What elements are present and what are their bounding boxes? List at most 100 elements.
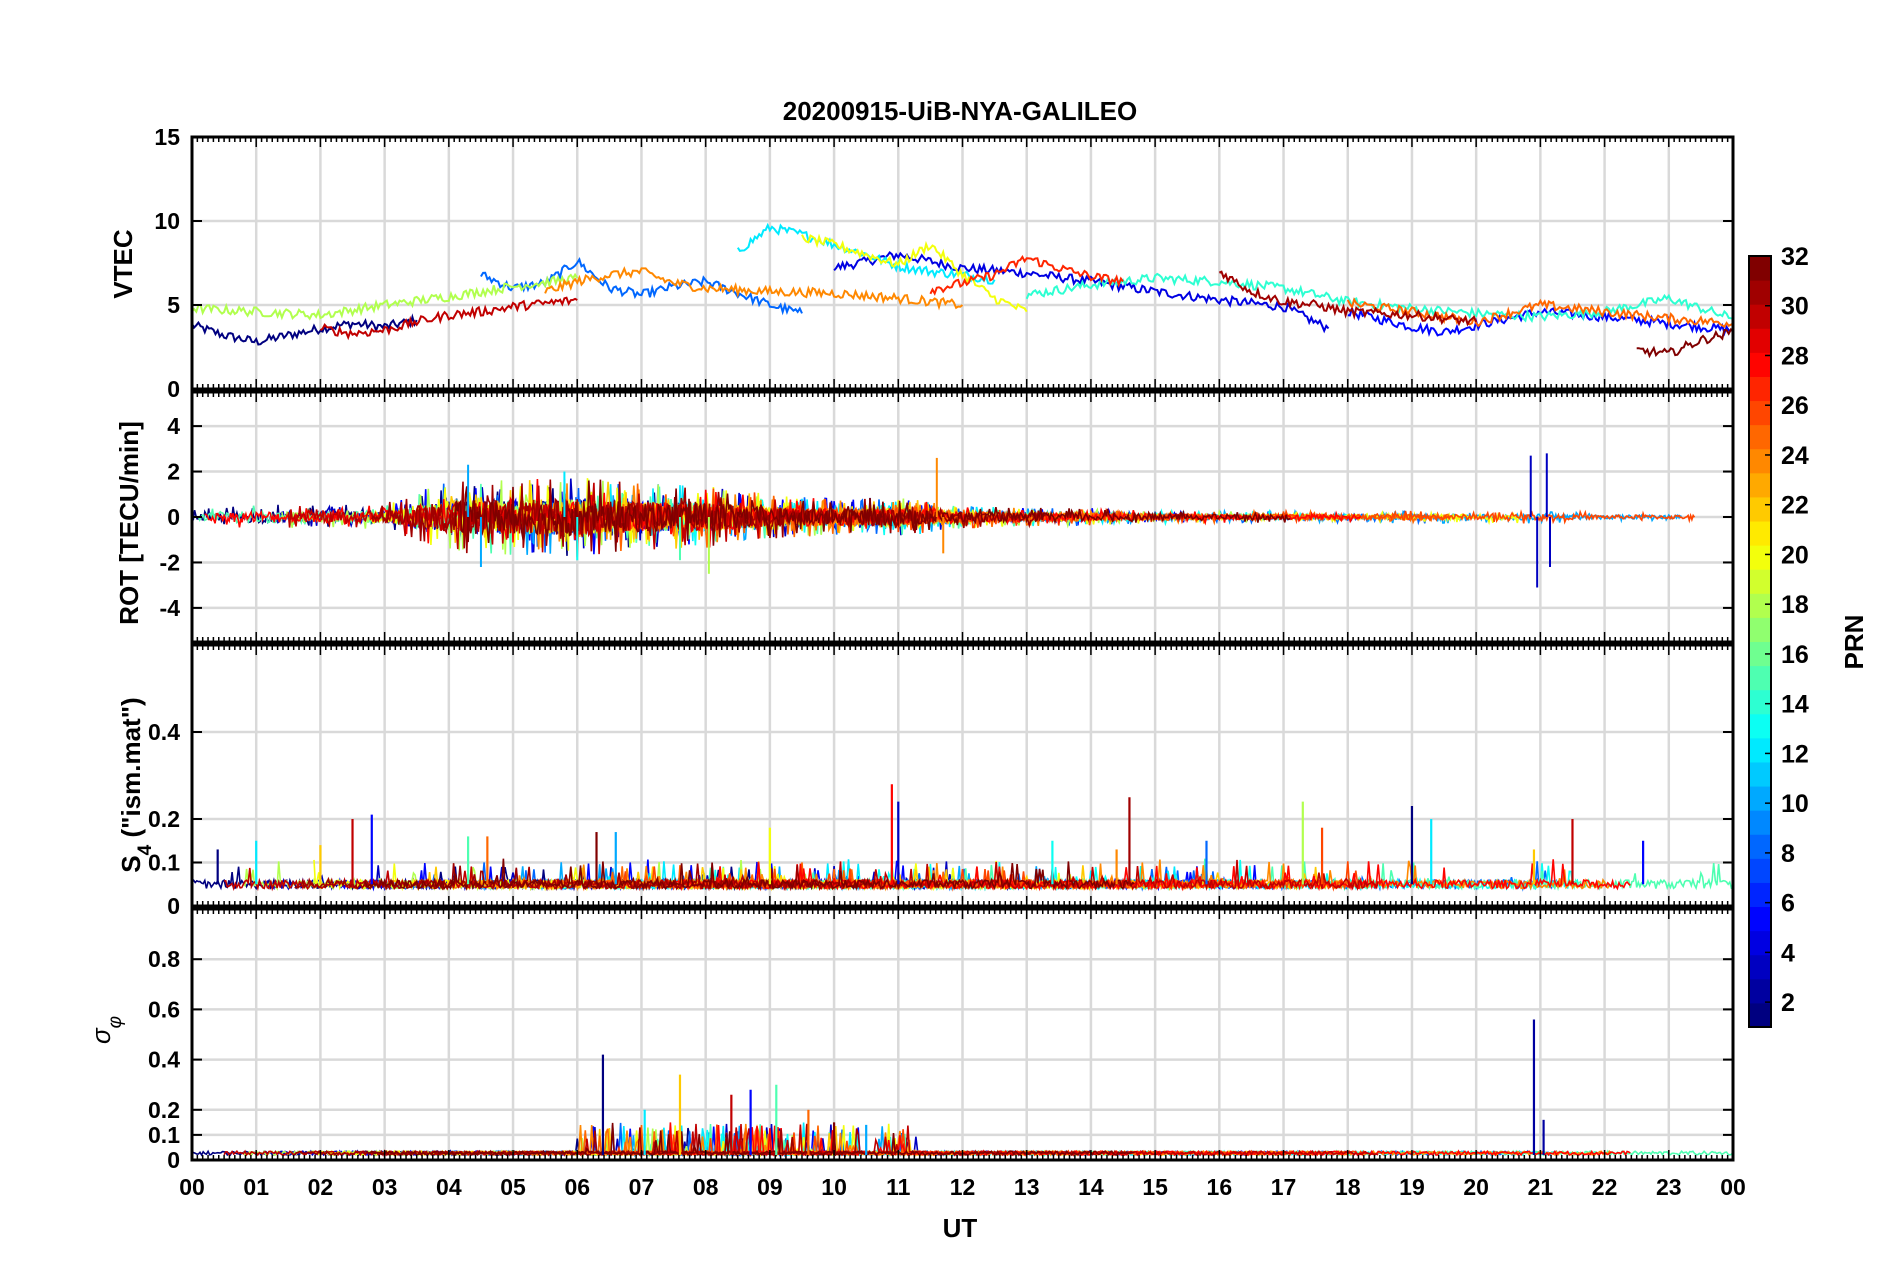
x-tick-label: 04	[436, 1174, 462, 1200]
y-tick-label: 4	[167, 413, 180, 439]
colorbar-tick-label: 20	[1781, 541, 1809, 569]
colorbar-swatch	[1749, 376, 1771, 402]
s4-ticks	[191, 645, 1734, 907]
x-tick-label: 05	[500, 1174, 526, 1200]
x-tick-label: 02	[308, 1174, 334, 1200]
y-tick-label: 0	[167, 1147, 180, 1173]
x-tick-label: 16	[1207, 1174, 1233, 1200]
sigma-phi-panel: 00.10.2 0.4 0.6 0.8 00 01 02 03 04 05 06 07 08 09 10 11…	[148, 907, 1746, 1200]
x-tick-label: 00	[1720, 1174, 1746, 1200]
x-tick-label: 03	[372, 1174, 398, 1200]
y-tick-label: 15	[154, 124, 180, 150]
colorbar-swatch	[1749, 906, 1771, 932]
colorbar-swatch	[1749, 810, 1771, 835]
colorbar-swatch	[1749, 352, 1771, 377]
x-tick-label: 00	[179, 1174, 205, 1200]
y-tick-label: 0.2	[148, 1097, 180, 1123]
colorbar-frame	[1748, 255, 1772, 1028]
colorbar-swatch	[1749, 737, 1771, 763]
x-tick-label: 07	[629, 1174, 655, 1200]
y-tick-label: 2	[167, 459, 180, 485]
s4-panel: 0 0.1 0.2 0.4	[148, 643, 1735, 919]
y-axis-label-vtec: VTEC	[108, 229, 138, 299]
vtec-series-prn-27	[929, 254, 1124, 296]
x-tick-label: 10	[821, 1174, 847, 1200]
x-tick-label: 17	[1271, 1174, 1297, 1200]
colorbar-swatch	[1749, 569, 1771, 594]
colorbar-swatch	[1749, 1002, 1771, 1028]
vtec-series-prn-32	[1636, 327, 1733, 359]
y-tick-label: 0.1	[148, 850, 180, 876]
colorbar-tick-label: 4	[1781, 939, 1795, 967]
colorbar-swatch	[1749, 786, 1771, 811]
colorbar-swatch	[1749, 834, 1771, 859]
colorbar-swatch	[1749, 978, 1771, 1004]
colorbar-tick-label: 8	[1781, 840, 1795, 868]
colorbar-tick-label: 12	[1781, 740, 1809, 768]
x-axis-label: UT	[943, 1213, 978, 1243]
y-tick-label: -2	[160, 549, 180, 575]
y-tick-label: -4	[160, 595, 181, 621]
colorbar-swatch	[1749, 280, 1771, 305]
colorbar-tick-label: 24	[1781, 442, 1809, 470]
sigma-phi-ticks	[191, 909, 1734, 1161]
vtec-series-prn-18	[192, 272, 579, 321]
colorbar-tick-label: 14	[1781, 691, 1809, 719]
colorbar-swatch	[1749, 304, 1771, 329]
colorbar-swatch	[1749, 472, 1771, 498]
y-tick-label: 5	[167, 292, 180, 318]
colorbar-tick-label: 28	[1781, 342, 1809, 370]
rot-series-prn-32	[454, 479, 1291, 552]
s4-series-prn-32	[364, 858, 1135, 892]
colorbar-swatch	[1749, 545, 1771, 570]
colorbar-swatch	[1749, 761, 1771, 787]
colorbar-swatch	[1749, 496, 1771, 522]
colorbar-swatch	[1749, 689, 1771, 715]
colorbar-swatch	[1749, 954, 1771, 980]
vtec-plot-area	[192, 222, 1733, 359]
x-tick-label: 14	[1078, 1174, 1104, 1200]
x-tick-label: 13	[1014, 1174, 1040, 1200]
colorbar-swatch	[1749, 665, 1771, 691]
colorbar-swatch	[1749, 424, 1771, 450]
vtec-ticks	[191, 136, 1734, 390]
vtec-series-prn-8	[480, 257, 803, 316]
colorbar-tick-label: 18	[1781, 591, 1809, 619]
colorbar-tick-label: 10	[1781, 790, 1809, 818]
colorbar-tick-label: 2	[1781, 989, 1795, 1017]
y-tick-label: 0.2	[148, 806, 180, 832]
colorbar-swatch	[1749, 641, 1771, 667]
sigma-phi-plot-area	[192, 1019, 1733, 1158]
colorbar-tick-label: 22	[1781, 492, 1809, 520]
colorbar-tick-label: 30	[1781, 293, 1809, 321]
sigma-phi-grid	[192, 909, 1733, 1160]
rot-panel: -4 -2 0 2 4	[160, 390, 1735, 644]
sigma-phi-series-prn-31	[294, 1124, 872, 1157]
colorbar-tick-label: 6	[1781, 890, 1795, 918]
colorbar-swatch	[1749, 521, 1771, 546]
x-tick-label: 15	[1142, 1174, 1168, 1200]
colorbar-swatch	[1749, 930, 1771, 956]
colorbar-tick-label: 26	[1781, 392, 1809, 420]
colorbar-swatch	[1749, 593, 1771, 618]
vtec-series-prn-31	[1218, 270, 1478, 327]
y-tick-label: 10	[154, 208, 180, 234]
y-tick-label: 0	[167, 504, 180, 530]
vtec-series-prn-30	[319, 296, 578, 341]
y-tick-label: 0.8	[148, 946, 180, 972]
vtec-series-prn-4	[833, 251, 1330, 334]
vtec-series-prn-24	[544, 266, 964, 311]
x-tick-label: 09	[757, 1174, 783, 1200]
vtec-series-prn-1	[192, 313, 418, 346]
y-tick-label: 0.6	[148, 996, 180, 1022]
colorbar-swatch	[1749, 256, 1771, 281]
x-tick-label: 22	[1592, 1174, 1618, 1200]
x-tick-label: 23	[1656, 1174, 1682, 1200]
colorbar-swatch	[1749, 858, 1771, 883]
x-tick-label: 21	[1528, 1174, 1554, 1200]
y-axis-label-sigma-phi: σφ	[86, 1016, 126, 1044]
sigma-phi-series-prn-30	[223, 1123, 1379, 1158]
s4-grid	[192, 645, 1733, 906]
y-tick-label: 0	[167, 376, 180, 402]
